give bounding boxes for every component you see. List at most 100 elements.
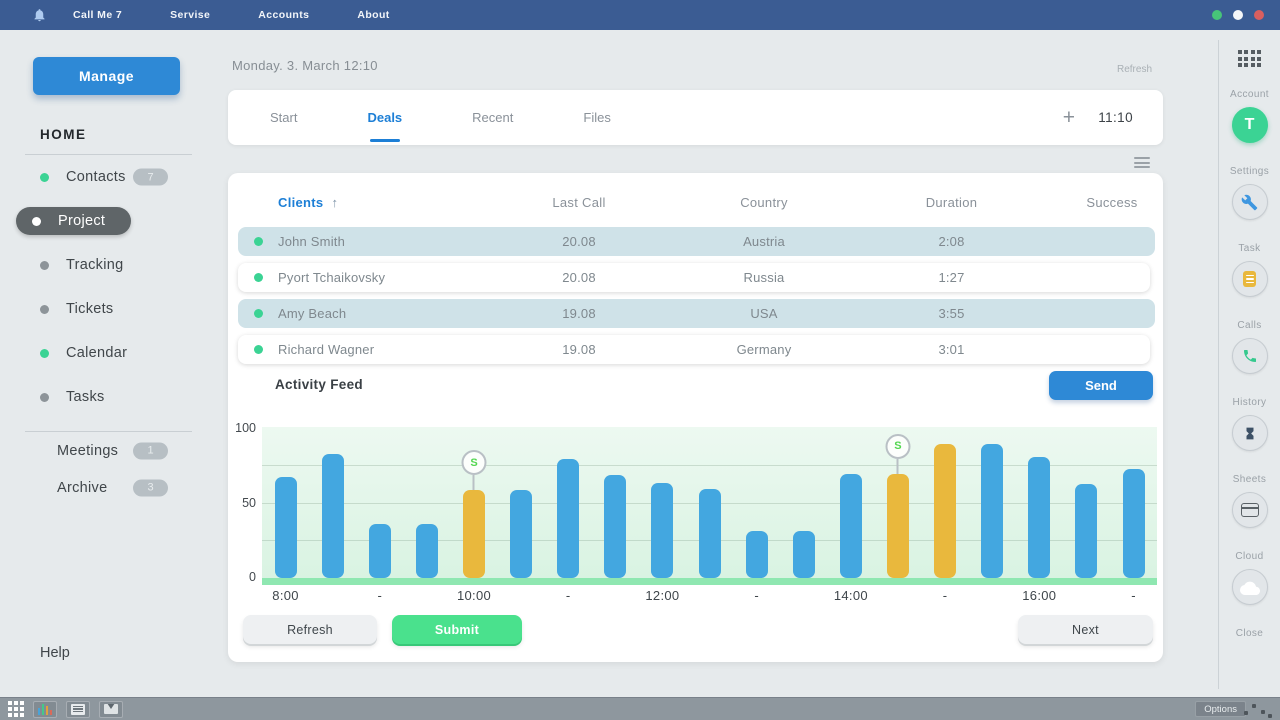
chart-bar-slot: [403, 427, 450, 578]
chart-bar[interactable]: [604, 475, 627, 578]
sidebar-item-contacts[interactable]: Contacts 7: [0, 155, 210, 199]
bell-icon[interactable]: [32, 7, 47, 23]
chart-bar[interactable]: [839, 473, 862, 578]
chart-bar[interactable]: [1122, 469, 1145, 578]
options-button[interactable]: Options: [1195, 701, 1246, 717]
hourglass-icon[interactable]: [1231, 415, 1268, 451]
refresh-button[interactable]: Refresh: [243, 615, 377, 644]
chart-bar[interactable]: [934, 443, 957, 578]
refresh-link[interactable]: Refresh: [1116, 64, 1152, 75]
status-dot-icon: [254, 309, 263, 318]
chart-bar[interactable]: [274, 476, 297, 578]
sidebar-item-archive[interactable]: Archive 3: [0, 469, 210, 506]
apps-grid-icon[interactable]: [1237, 50, 1262, 67]
home-section-title: HOME: [40, 127, 87, 142]
next-button[interactable]: Next: [1018, 615, 1153, 644]
taskbar-chart-icon[interactable]: [33, 700, 57, 718]
chart-bar-slot: [592, 427, 639, 578]
window-control-green[interactable]: [1212, 10, 1222, 20]
cell-duration: 3:01: [938, 342, 965, 357]
phone-icon[interactable]: [1231, 338, 1268, 374]
account-avatar[interactable]: T: [1231, 107, 1268, 143]
sidebar-item-tracking[interactable]: Tracking: [0, 243, 210, 287]
rail-item-label: Task: [1238, 243, 1261, 254]
task-list-icon[interactable]: [1231, 261, 1268, 297]
table-row[interactable]: John Smith 20.08 Austria 2:08: [238, 227, 1155, 256]
window-control-red[interactable]: [1254, 10, 1264, 20]
sidebar-item-tickets[interactable]: Tickets: [0, 287, 210, 331]
cell-country: USA: [750, 306, 778, 321]
s-marker-icon: S: [885, 433, 911, 459]
client-table: John Smith 20.08 Austria 2:08 Pyort Tchaikov…: [228, 227, 1163, 364]
window-control-white[interactable]: [1233, 10, 1243, 20]
cell-last-call: 20.08: [562, 234, 596, 249]
chart-bar[interactable]: [981, 443, 1004, 578]
sidebar-item-project[interactable]: Project: [0, 199, 210, 243]
chart-bar[interactable]: [321, 454, 344, 578]
chart-x-tick: [969, 588, 1016, 603]
chart-s-marker: S: [461, 450, 487, 491]
chart-bar[interactable]: [557, 458, 580, 578]
nav-dot-gray: [40, 260, 49, 270]
chart-bar[interactable]: [745, 531, 768, 578]
menu-call-me-7[interactable]: Call Me 7: [73, 9, 123, 21]
chart-bar-slot: S: [874, 427, 921, 578]
send-button[interactable]: Send: [1049, 371, 1153, 400]
chart-baseline: [262, 578, 1157, 585]
table-row[interactable]: Amy Beach 19.08 USA 3:55: [238, 299, 1155, 328]
chart-bar[interactable]: [415, 523, 438, 578]
cell-country: Russia: [743, 270, 785, 285]
menu-about[interactable]: About: [357, 9, 390, 21]
cell-country: Austria: [743, 234, 785, 249]
column-header-clients[interactable]: Clients ↑: [278, 194, 339, 210]
chart-x-axis: 8:00 - 10:00 - 12:00 - 14:00 - 16:00 -: [262, 588, 1157, 603]
rail-item-label[interactable]: Close: [1235, 628, 1264, 639]
chart-bar[interactable]: [886, 473, 909, 578]
tab-bar-card: Start Deals Recent Files + 11:10: [228, 90, 1163, 145]
chart-bar[interactable]: [1028, 457, 1051, 578]
sidebar-item-label: Tasks: [66, 389, 105, 405]
table-row[interactable]: Pyort Tchaikovsky 20.08 Russia 1:27: [238, 263, 1150, 292]
tab-deals[interactable]: Deals: [367, 90, 402, 145]
menu-icon[interactable]: [1134, 157, 1150, 168]
chart-bar-slot: [545, 427, 592, 578]
tabs: Start Deals Recent Files: [270, 90, 611, 145]
sidebar-item-tasks[interactable]: Tasks: [0, 375, 210, 419]
chart-bar[interactable]: [510, 490, 533, 578]
column-header-success: Success: [1086, 194, 1138, 210]
activity-feed-title: Activity Feed: [275, 377, 363, 392]
manage-button[interactable]: Manage: [33, 57, 180, 95]
chart-bar-slot: [969, 427, 1016, 578]
chart-bar[interactable]: [368, 523, 391, 578]
chart-x-tick: 14:00: [833, 588, 868, 603]
rail-item-label: Settings: [1229, 166, 1270, 177]
sidebar-item-meetings[interactable]: Meetings 1: [0, 432, 210, 469]
submit-button[interactable]: Submit: [392, 615, 522, 644]
rail-item-task: Task: [1230, 243, 1269, 297]
sheet-icon[interactable]: [1231, 492, 1268, 528]
divider: [25, 431, 192, 432]
cell-last-call: 19.08: [562, 342, 596, 357]
start-menu-icon[interactable]: [8, 701, 24, 717]
taskbar-window-icon[interactable]: [66, 700, 90, 718]
sidebar-item-label: Calendar: [66, 345, 128, 361]
sidebar-item-calendar[interactable]: Calendar: [0, 331, 210, 375]
help-link[interactable]: Help: [40, 645, 70, 661]
taskbar-mail-icon[interactable]: [99, 700, 123, 718]
menu-accounts[interactable]: Accounts: [258, 9, 310, 21]
add-tab-icon[interactable]: +: [1062, 106, 1075, 129]
chart-bar[interactable]: [462, 490, 485, 578]
tab-start[interactable]: Start: [270, 110, 298, 125]
chart-bar[interactable]: [698, 488, 721, 578]
wrench-icon[interactable]: [1231, 184, 1268, 220]
tab-recent[interactable]: Recent: [472, 110, 514, 125]
cell-last-call: 20.08: [562, 270, 596, 285]
chart-bar[interactable]: [792, 531, 815, 578]
chart-x-tick: [874, 588, 921, 603]
tab-files[interactable]: Files: [583, 110, 611, 125]
chart-bar[interactable]: [651, 482, 674, 578]
cloud-icon[interactable]: [1231, 569, 1268, 605]
menu-servise[interactable]: Servise: [170, 9, 211, 21]
table-row[interactable]: Richard Wagner 19.08 Germany 3:01: [238, 335, 1150, 364]
chart-bar[interactable]: [1075, 484, 1098, 578]
